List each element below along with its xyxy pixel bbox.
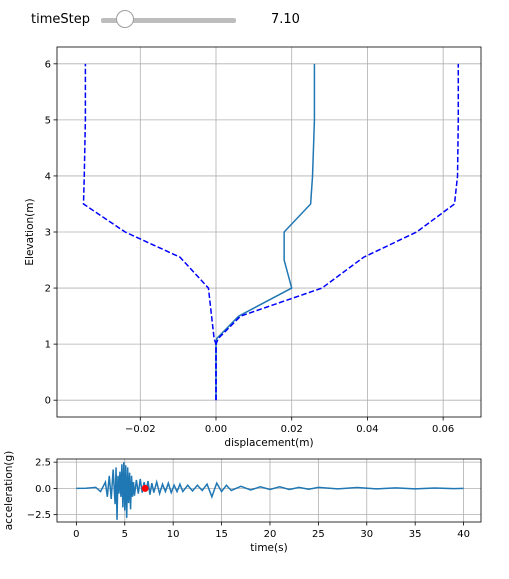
disp-series-2-dashed-line <box>82 63 217 401</box>
timestep-slider-widget: timeStep 7.10 <box>0 0 509 40</box>
disp-ytick-label: 5 <box>45 115 51 126</box>
accel-ytick-label: 2.5 <box>35 458 51 469</box>
accel-xtick-label: 35 <box>409 529 422 540</box>
disp-ytick-label: 0 <box>45 396 51 407</box>
accel-xaxis-label: time(s) <box>250 542 287 554</box>
accel-axes-frame <box>56 458 482 523</box>
displacement-elevation-plot: −0.02 0.00 0.02 0.04 0.06 0 1 2 3 4 5 6 displacement… <box>24 46 482 449</box>
accel-ytick-label: 0.0 <box>35 484 51 495</box>
disp-xtick-label: 0.06 <box>432 424 454 435</box>
accel-series-0-line <box>76 462 464 520</box>
acceleration-time-plot: 0 5 10 15 20 25 30 35 40 −2.5 0.0 2.5 time(s) acceler… <box>3 451 482 554</box>
disp-series-1-dashed-line <box>215 63 460 401</box>
disp-ytick-label: 1 <box>45 340 51 351</box>
accel-xtick-label: 30 <box>360 529 373 540</box>
accel-yaxis-label: acceleration(g) <box>3 451 15 531</box>
accel-xtick-label: 10 <box>167 529 180 540</box>
accel-ytick-label: −2.5 <box>27 510 51 521</box>
disp-series-0-line <box>215 63 316 401</box>
disp-xtick-label: −0.02 <box>125 424 156 435</box>
timestep-value-readout: 7.10 <box>271 12 300 27</box>
disp-xtick-label: 0.04 <box>356 424 378 435</box>
current-time-marker <box>141 484 149 492</box>
disp-ytick-label: 4 <box>45 171 51 182</box>
disp-xaxis-label: displacement(m) <box>224 437 313 449</box>
accel-xtick-label: 15 <box>215 529 228 540</box>
disp-ytick-label: 3 <box>45 228 51 239</box>
disp-yaxis-label: Elevation(m) <box>24 198 36 265</box>
figure-canvas: −0.02 0.00 0.02 0.04 0.060123456displacement… <box>3 46 482 554</box>
timestep-slider-handle[interactable] <box>115 10 134 28</box>
timestep-slider-track[interactable] <box>101 10 236 28</box>
disp-xtick-label: 0.02 <box>281 424 303 435</box>
accel-xtick-label: 0 <box>73 529 79 540</box>
accel-xtick-label: 5 <box>122 529 128 540</box>
timestep-label: timeStep <box>31 12 90 27</box>
accel-xtick-label: 20 <box>264 529 277 540</box>
disp-xtick-label: 0.00 <box>205 424 227 435</box>
accel-xtick-label: 25 <box>312 529 325 540</box>
accel-xtick-label: 40 <box>457 529 470 540</box>
disp-ytick-label: 2 <box>45 284 51 295</box>
disp-ytick-label: 6 <box>45 59 51 70</box>
